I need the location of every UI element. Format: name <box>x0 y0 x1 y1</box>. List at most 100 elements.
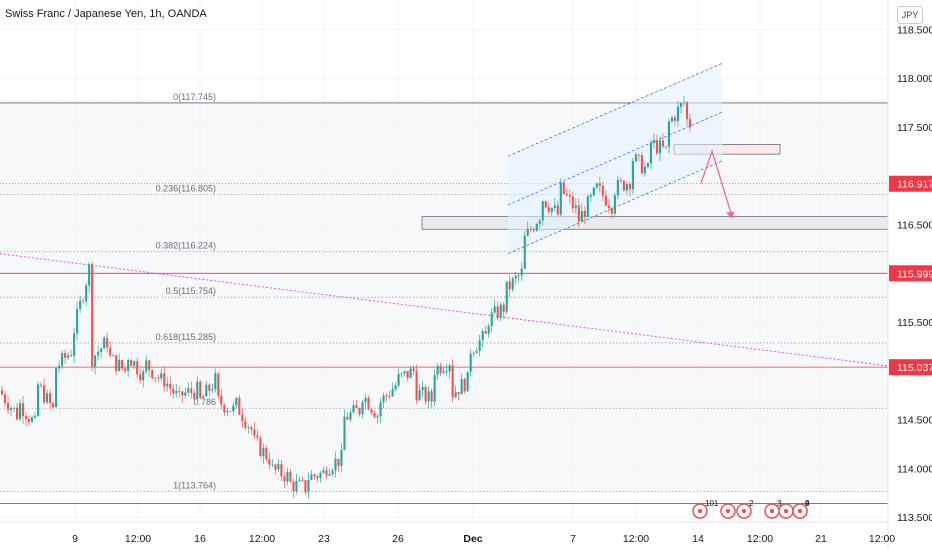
candle-body <box>592 187 595 195</box>
candle-body <box>364 397 367 403</box>
time-tick-label: 7 <box>570 533 576 545</box>
candle-body <box>568 195 571 197</box>
candle-body <box>109 347 112 356</box>
candle-body <box>508 281 511 290</box>
candle-body <box>379 402 382 417</box>
current-price-badge[interactable] <box>889 175 932 192</box>
currency-button[interactable]: JPY <box>897 6 923 24</box>
chart-title: Swiss Franc / Japanese Yen, 1h, OANDA <box>5 8 207 20</box>
event-icon-dot <box>783 508 789 514</box>
candle-body <box>187 388 190 393</box>
candle-body <box>100 348 103 353</box>
candle-body <box>160 373 163 379</box>
candle-body <box>646 163 649 167</box>
candle-body <box>121 360 124 369</box>
descending-trendline[interactable] <box>0 253 889 367</box>
candle-body <box>91 264 94 367</box>
candle-body <box>70 355 73 357</box>
candle-body <box>472 353 475 354</box>
candle-body <box>286 471 289 482</box>
candle-body <box>415 370 418 401</box>
candle-body <box>634 154 637 162</box>
candle-body <box>550 207 553 213</box>
candle-body <box>565 193 568 196</box>
candle-body <box>331 470 334 474</box>
event-icon[interactable] <box>692 503 708 519</box>
candle-body <box>193 392 196 399</box>
candle-body <box>265 448 268 460</box>
fibonacci-retracement[interactable]: 0(117.745) 0.236(116.805) 0.382(116.224) 0.… <box>0 92 888 504</box>
candle-body <box>280 464 283 477</box>
candle-body <box>541 201 544 221</box>
candle-body <box>178 390 181 392</box>
candle-body <box>6 402 10 410</box>
candle-body <box>523 235 526 269</box>
candle-body <box>628 183 631 190</box>
candle-body <box>460 378 463 395</box>
fib-level-label: 0.786 <box>193 397 216 407</box>
time-axis[interactable]: 9 12:00 16 12:00 23 26 Dec 7 12:00 14 12:00 21 12:00 <box>0 521 895 545</box>
current-price-badge[interactable] <box>889 359 932 376</box>
candle-body <box>610 208 613 214</box>
price-tick-label: 113.500 <box>897 512 932 524</box>
current-price-badge[interactable] <box>889 265 932 282</box>
candle-body <box>94 355 97 367</box>
price-axis[interactable]: 113.500114.000114.500115.000115.500116.0… <box>887 0 932 550</box>
candle-body <box>436 365 439 375</box>
candle-body <box>367 397 370 410</box>
candle-body <box>328 473 331 476</box>
candle-body <box>295 480 298 491</box>
candle-body <box>535 224 538 231</box>
projection-path[interactable] <box>700 149 733 217</box>
candle-body <box>679 103 683 107</box>
event-count: 4 <box>805 499 810 508</box>
candle-body <box>33 415 37 418</box>
event-icon[interactable] <box>720 503 736 519</box>
time-tick-label: 12:00 <box>623 533 649 545</box>
event-count: 101 <box>705 499 719 508</box>
channel-mid-line[interactable] <box>507 111 723 206</box>
candle-body <box>157 377 160 379</box>
projection-arrow[interactable] <box>700 149 734 219</box>
event-icon[interactable] <box>736 503 752 519</box>
candle-body <box>586 196 589 217</box>
candle-body <box>439 365 442 374</box>
candle-body <box>262 448 265 457</box>
candle-body <box>316 476 319 479</box>
candle-body <box>37 384 40 416</box>
candle-body <box>412 368 415 371</box>
candle-body <box>382 395 385 403</box>
candle-body <box>271 464 274 466</box>
event-count: 9 <box>805 499 810 508</box>
candle-body <box>481 331 484 341</box>
channel-upper-line[interactable] <box>507 63 723 157</box>
candle-body <box>559 182 562 215</box>
event-icon[interactable] <box>792 503 808 519</box>
candle-body <box>292 481 295 491</box>
event-icon[interactable] <box>778 503 794 519</box>
candle-body <box>169 383 172 389</box>
candle-body <box>112 355 115 357</box>
candle-body <box>616 179 619 196</box>
candle-body <box>505 281 508 312</box>
candle-body <box>196 381 199 399</box>
candle-body <box>490 312 493 327</box>
candle-body <box>202 396 205 398</box>
current-price-label: 116.917 <box>897 179 932 191</box>
candle-body <box>148 360 151 370</box>
candle-body <box>622 180 625 191</box>
fib-level-label: 0.5(115.754) <box>166 286 216 296</box>
candle-body <box>223 404 226 413</box>
candle-body <box>445 371 448 373</box>
candle-body <box>12 407 16 409</box>
event-icon-dot <box>797 508 803 514</box>
trendline[interactable] <box>0 253 889 367</box>
candle-body <box>118 360 121 371</box>
candle-body <box>256 435 259 438</box>
demand-zone[interactable] <box>421 216 889 230</box>
candle-body <box>676 106 680 121</box>
time-tick-label: 12:00 <box>747 533 773 545</box>
events-row[interactable]: 101 2 3 49 <box>692 499 810 519</box>
candle-body <box>478 340 481 352</box>
